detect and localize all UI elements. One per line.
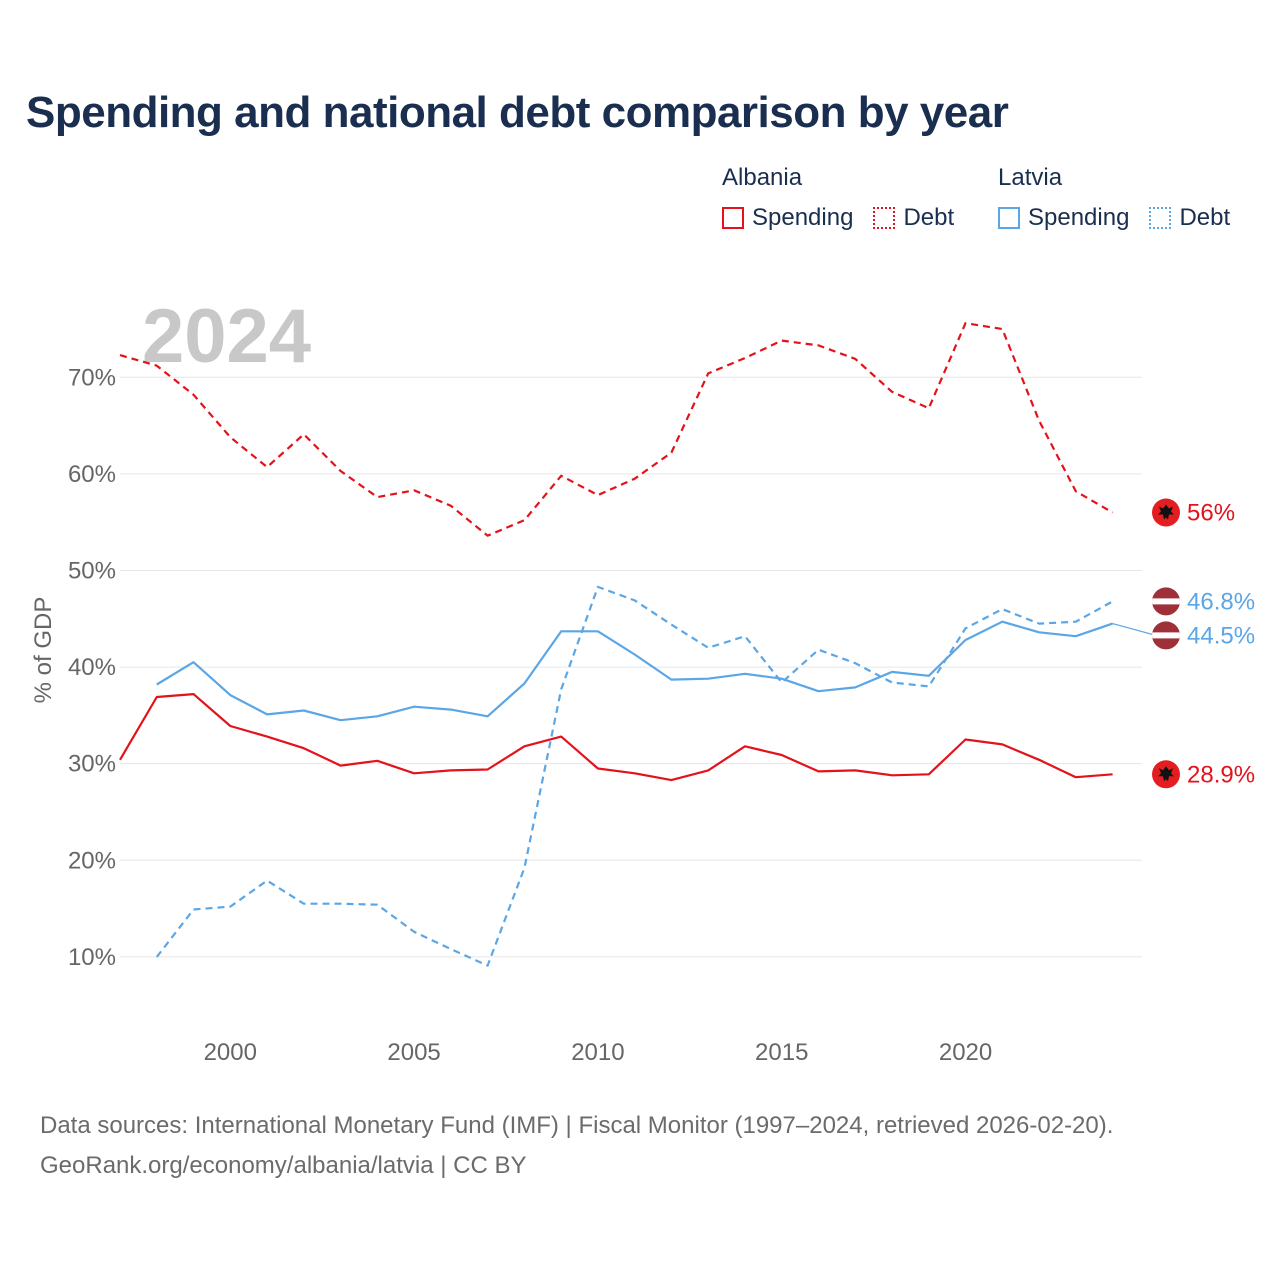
leader-line <box>1112 623 1157 636</box>
eagle-shape <box>1158 766 1174 782</box>
latvia-flag-icon <box>1152 621 1180 650</box>
legend-albania-name: Albania <box>722 164 803 191</box>
legend-latvia-name: Latvia <box>998 164 1063 191</box>
legend-latvia-debt[interactable]: Debt <box>1149 204 1230 232</box>
legend-solid-swatch-icon <box>998 207 1020 229</box>
x-tick-label: 2000 <box>204 1039 257 1066</box>
footer: Data sources: International Monetary Fun… <box>40 1106 1113 1186</box>
x-axis-ticks: 2000 2005 2010 2015 2020 <box>204 1039 993 1066</box>
year-watermark: 2024 <box>142 294 311 379</box>
end-markers: 56% 46.8% 44.5% 28.9% <box>1112 498 1255 789</box>
legend-albania[interactable]: Albania Spending Debt <box>722 162 974 232</box>
albania-flag-icon <box>1152 498 1180 527</box>
chart-title: Spending and national debt comparison by… <box>26 88 1009 137</box>
series-line-latvia-spending[interactable] <box>156 620 1113 722</box>
end-value-label: 46.8% <box>1187 588 1255 615</box>
legend-latvia-spending[interactable]: Spending <box>998 204 1129 232</box>
legend-label: Debt <box>1179 204 1231 231</box>
legend-albania-debt[interactable]: Debt <box>873 204 954 232</box>
albania-flag-icon <box>1152 760 1180 789</box>
y-axis-label: % of GDP <box>30 597 57 704</box>
end-value-label: 28.9% <box>1187 761 1255 788</box>
y-tick-label: 40% <box>68 654 116 681</box>
gridlines <box>120 376 1142 958</box>
x-tick-label: 2010 <box>571 1039 624 1066</box>
source-text: Data sources: International Monetary Fun… <box>40 1112 1114 1139</box>
y-tick-label: 10% <box>68 944 116 971</box>
attribution-text[interactable]: GeoRank.org/economy/albania/latvia | CC … <box>40 1152 527 1179</box>
y-tick-label: 60% <box>68 461 116 488</box>
legend-label: Debt <box>903 204 955 231</box>
legend-label: Spending <box>1028 204 1130 231</box>
series-line-albania-debt[interactable] <box>119 322 1114 537</box>
end-value-label: 56% <box>1187 500 1235 527</box>
legend-latvia[interactable]: Latvia Spending Debt <box>998 162 1250 232</box>
flag-stripe <box>1152 632 1180 639</box>
y-tick-label: 70% <box>68 364 116 391</box>
flag-field <box>1152 621 1180 650</box>
y-tick-label: 30% <box>68 751 116 778</box>
end-value-label: 44.5% <box>1187 622 1255 649</box>
eagle-shape <box>1158 504 1174 520</box>
y-tick-label: 50% <box>68 557 116 584</box>
x-tick-label: 2020 <box>939 1039 992 1066</box>
x-tick-label: 2015 <box>755 1039 808 1066</box>
legend-dotted-swatch-icon <box>873 207 896 229</box>
series-lines <box>119 322 1114 967</box>
flag-field <box>1152 498 1180 527</box>
flag-field <box>1152 760 1180 789</box>
x-tick-label: 2005 <box>387 1039 440 1066</box>
latvia-flag-icon <box>1152 587 1180 616</box>
flag-field <box>1152 587 1180 616</box>
flag-stripe <box>1152 598 1180 605</box>
series-line-albania-spending[interactable] <box>119 692 1113 782</box>
series-line-latvia-debt[interactable] <box>155 585 1114 967</box>
y-tick-label: 20% <box>68 847 116 874</box>
legend-label: Spending <box>752 204 854 231</box>
legend-albania-spending[interactable]: Spending <box>722 204 853 232</box>
y-axis-ticks: 10% 20% 30% 40% 50% 60% 70% <box>68 364 116 971</box>
legend-dotted-swatch-icon <box>1149 207 1172 229</box>
legend-solid-swatch-icon <box>722 207 744 229</box>
